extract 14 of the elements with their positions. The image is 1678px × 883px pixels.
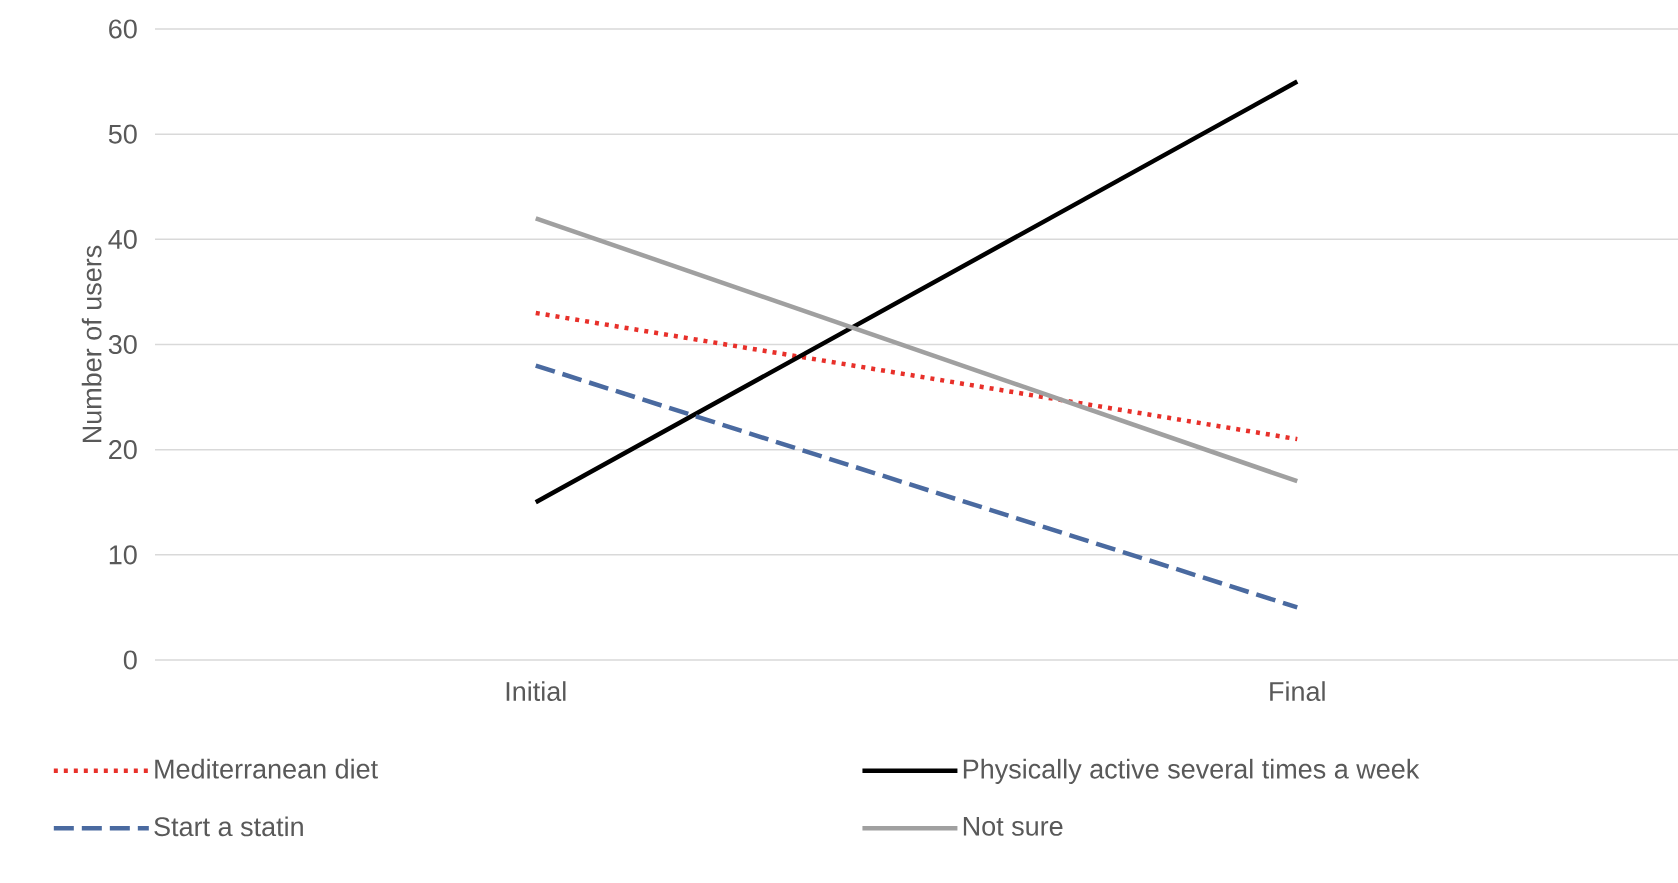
x-tick-label: Final — [1270, 681, 1325, 702]
y-tick-label: 0 — [123, 650, 137, 670]
y-tick-label: 50 — [108, 124, 137, 144]
y-tick-label: 20 — [109, 440, 137, 460]
y-tick-label: 30 — [108, 334, 137, 355]
legend-label: Not sure — [963, 816, 1063, 836]
y-tick-label: 40 — [108, 229, 137, 249]
legend-label: Physically active several times a week — [963, 758, 1420, 784]
legend-label: Mediterranean diet — [155, 758, 378, 779]
y-tick-label: 10 — [109, 545, 137, 565]
x-tick-label: Initial — [506, 681, 566, 702]
legend-label: Start a statin — [154, 816, 303, 837]
y-tick-label: 60 — [109, 19, 137, 39]
y-axis-title: Number of users — [81, 245, 102, 443]
